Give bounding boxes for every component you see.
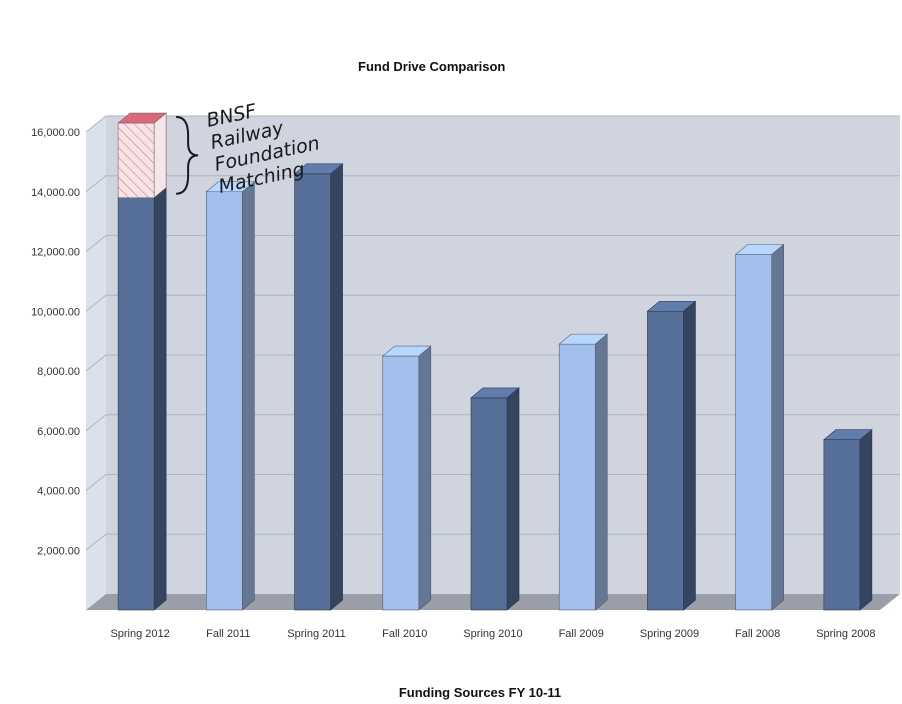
x-tick-label: Spring 2011 bbox=[287, 628, 346, 640]
y-tick-label: 12,000.00 bbox=[31, 247, 80, 259]
x-tick-label: Fall 2009 bbox=[559, 628, 604, 640]
bar-6 bbox=[646, 300, 697, 611]
gridline bbox=[85, 115, 900, 133]
y-tick-label: 8,000.00 bbox=[37, 366, 80, 378]
bar-0 bbox=[117, 187, 167, 611]
bar-7 bbox=[734, 243, 785, 611]
bar-top bbox=[558, 333, 609, 345]
bar-side bbox=[683, 300, 696, 611]
bar-2 bbox=[293, 163, 344, 611]
bar-front bbox=[647, 310, 684, 611]
gridline bbox=[85, 235, 900, 252]
bar-side bbox=[242, 181, 255, 611]
gridline bbox=[85, 414, 900, 432]
bar-top bbox=[734, 244, 785, 255]
bar-front bbox=[294, 173, 331, 611]
bar-top bbox=[293, 163, 344, 175]
bar-8 bbox=[823, 429, 873, 611]
gridline bbox=[85, 533, 900, 551]
y-tick-label: 6,000.00 bbox=[37, 426, 80, 438]
bar-front bbox=[735, 254, 772, 611]
x-tick-label: Spring 2010 bbox=[463, 628, 522, 640]
extra-bar-side bbox=[153, 112, 167, 199]
bar-5 bbox=[558, 333, 609, 611]
bars bbox=[117, 112, 873, 611]
bar-front bbox=[382, 355, 420, 611]
bar-front bbox=[558, 343, 596, 611]
gridlines bbox=[85, 115, 900, 551]
y-tick-label: 4,000.00 bbox=[37, 486, 80, 498]
y-tick-label: 10,000.00 bbox=[31, 306, 80, 318]
bar-3 bbox=[381, 345, 432, 611]
bar-front bbox=[117, 197, 155, 611]
x-tick-label: Fall 2008 bbox=[735, 628, 780, 640]
bar-side bbox=[594, 333, 608, 611]
x-tick-label: Spring 2008 bbox=[816, 628, 875, 640]
bar-side bbox=[153, 187, 167, 611]
bar-4 bbox=[470, 387, 520, 611]
bar-extra bbox=[117, 112, 167, 199]
bar-front bbox=[206, 191, 243, 611]
bar-top bbox=[205, 181, 256, 193]
y-axis-ticks: 2,000.00 4,000.00 6,000.00 8,000.00 10,000.0… bbox=[31, 127, 80, 557]
y-tick-label: 2,000.00 bbox=[37, 545, 80, 557]
extra-bar-front bbox=[117, 122, 155, 199]
x-tick-label: Spring 2012 bbox=[110, 628, 169, 640]
bar-front bbox=[823, 439, 861, 611]
y-tick-label: 16,000.00 bbox=[31, 127, 80, 139]
extra-bar-top bbox=[117, 112, 167, 124]
gridline bbox=[85, 474, 900, 491]
bar-1 bbox=[205, 181, 256, 611]
x-axis-ticks: Spring 2012 Fall 2011 Spring 2011 Fall 2010… bbox=[110, 628, 875, 640]
gridline bbox=[85, 294, 900, 312]
brace bbox=[176, 116, 199, 195]
x-tick-label: Fall 2010 bbox=[382, 628, 427, 640]
bar-side bbox=[771, 243, 784, 611]
bar-side bbox=[418, 345, 432, 611]
bar-top bbox=[470, 387, 520, 399]
bar-side bbox=[859, 429, 873, 611]
bar-front bbox=[470, 397, 508, 611]
gridline bbox=[85, 354, 900, 372]
chart-title: Fund Drive Comparison bbox=[358, 59, 505, 74]
bar-side bbox=[330, 163, 343, 611]
x-tick-label: Fall 2011 bbox=[206, 628, 250, 640]
bar-side bbox=[506, 387, 520, 611]
bar-top bbox=[381, 345, 432, 357]
gridline bbox=[85, 175, 900, 193]
bar-top bbox=[646, 300, 697, 312]
y-tick-label: 14,000.00 bbox=[31, 187, 80, 199]
x-tick-label: Spring 2009 bbox=[640, 628, 699, 640]
bar-top bbox=[823, 429, 873, 441]
x-axis-title: Funding Sources FY 10-11 bbox=[399, 685, 561, 700]
